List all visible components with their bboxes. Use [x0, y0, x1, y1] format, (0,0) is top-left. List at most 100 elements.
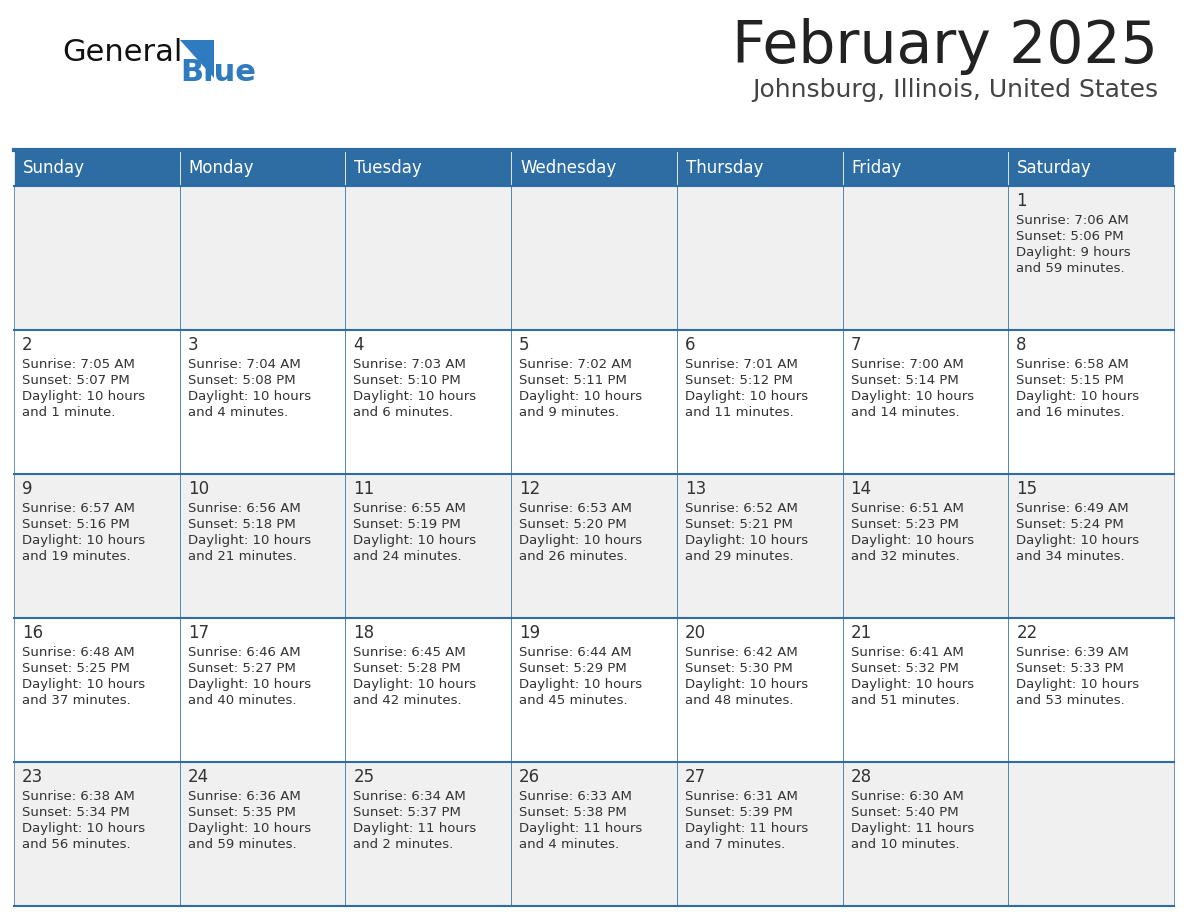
Text: Sunrise: 6:56 AM: Sunrise: 6:56 AM — [188, 502, 301, 515]
Text: Sunrise: 6:42 AM: Sunrise: 6:42 AM — [684, 646, 797, 659]
Bar — [842, 762, 1009, 906]
Text: Sunset: 5:21 PM: Sunset: 5:21 PM — [684, 518, 792, 531]
Bar — [677, 474, 842, 618]
Text: and 29 minutes.: and 29 minutes. — [684, 550, 794, 563]
Bar — [179, 762, 346, 906]
Text: Sunrise: 6:33 AM: Sunrise: 6:33 AM — [519, 790, 632, 803]
Bar — [346, 330, 511, 474]
Text: 3: 3 — [188, 336, 198, 354]
Text: Sunrise: 6:41 AM: Sunrise: 6:41 AM — [851, 646, 963, 659]
Text: Daylight: 11 hours: Daylight: 11 hours — [851, 822, 974, 835]
Text: 14: 14 — [851, 480, 872, 498]
Text: Sunrise: 6:45 AM: Sunrise: 6:45 AM — [353, 646, 466, 659]
Text: and 4 minutes.: and 4 minutes. — [519, 838, 619, 851]
Text: Sunrise: 6:58 AM: Sunrise: 6:58 AM — [1016, 358, 1129, 371]
Text: and 53 minutes.: and 53 minutes. — [1016, 694, 1125, 707]
Text: 11: 11 — [353, 480, 374, 498]
Text: Sunrise: 6:36 AM: Sunrise: 6:36 AM — [188, 790, 301, 803]
Text: and 26 minutes.: and 26 minutes. — [519, 550, 627, 563]
Text: Tuesday: Tuesday — [354, 159, 422, 177]
Text: and 56 minutes.: and 56 minutes. — [23, 838, 131, 851]
Bar — [677, 186, 842, 330]
Text: 24: 24 — [188, 768, 209, 786]
Text: Daylight: 10 hours: Daylight: 10 hours — [851, 678, 974, 691]
Bar — [14, 762, 179, 906]
Text: Daylight: 10 hours: Daylight: 10 hours — [23, 534, 145, 547]
Text: 27: 27 — [684, 768, 706, 786]
Text: Sunset: 5:32 PM: Sunset: 5:32 PM — [851, 662, 959, 675]
Text: Daylight: 10 hours: Daylight: 10 hours — [353, 534, 476, 547]
Text: 10: 10 — [188, 480, 209, 498]
Text: and 14 minutes.: and 14 minutes. — [851, 406, 959, 419]
Text: February 2025: February 2025 — [732, 18, 1158, 75]
Text: Sunrise: 6:38 AM: Sunrise: 6:38 AM — [23, 790, 134, 803]
Bar — [1009, 762, 1174, 906]
Text: Daylight: 11 hours: Daylight: 11 hours — [684, 822, 808, 835]
Text: Daylight: 10 hours: Daylight: 10 hours — [23, 390, 145, 403]
Bar — [179, 330, 346, 474]
Text: Sunrise: 6:46 AM: Sunrise: 6:46 AM — [188, 646, 301, 659]
Text: and 24 minutes.: and 24 minutes. — [353, 550, 462, 563]
Text: Sunset: 5:27 PM: Sunset: 5:27 PM — [188, 662, 296, 675]
Bar — [842, 150, 1009, 186]
Text: 6: 6 — [684, 336, 695, 354]
Text: and 42 minutes.: and 42 minutes. — [353, 694, 462, 707]
Text: 19: 19 — [519, 624, 541, 642]
Bar — [346, 762, 511, 906]
Text: Sunrise: 6:48 AM: Sunrise: 6:48 AM — [23, 646, 134, 659]
Text: and 9 minutes.: and 9 minutes. — [519, 406, 619, 419]
Text: and 34 minutes.: and 34 minutes. — [1016, 550, 1125, 563]
Text: Sunrise: 6:55 AM: Sunrise: 6:55 AM — [353, 502, 467, 515]
Bar — [346, 186, 511, 330]
Bar — [511, 762, 677, 906]
Bar — [511, 330, 677, 474]
Text: Daylight: 10 hours: Daylight: 10 hours — [188, 390, 311, 403]
Text: Friday: Friday — [852, 159, 902, 177]
Text: Sunrise: 6:30 AM: Sunrise: 6:30 AM — [851, 790, 963, 803]
Text: and 59 minutes.: and 59 minutes. — [1016, 262, 1125, 275]
Text: Sunset: 5:06 PM: Sunset: 5:06 PM — [1016, 230, 1124, 243]
Text: 7: 7 — [851, 336, 861, 354]
Text: 9: 9 — [23, 480, 32, 498]
Text: Thursday: Thursday — [685, 159, 763, 177]
Bar — [1009, 186, 1174, 330]
Text: Sunset: 5:18 PM: Sunset: 5:18 PM — [188, 518, 296, 531]
Text: 15: 15 — [1016, 480, 1037, 498]
Bar — [842, 186, 1009, 330]
Bar — [1009, 330, 1174, 474]
Text: Sunset: 5:28 PM: Sunset: 5:28 PM — [353, 662, 461, 675]
Bar — [346, 474, 511, 618]
Bar — [179, 150, 346, 186]
Text: Sunset: 5:07 PM: Sunset: 5:07 PM — [23, 374, 129, 387]
Polygon shape — [181, 40, 214, 78]
Text: 25: 25 — [353, 768, 374, 786]
Text: Sunset: 5:15 PM: Sunset: 5:15 PM — [1016, 374, 1124, 387]
Text: Sunrise: 6:39 AM: Sunrise: 6:39 AM — [1016, 646, 1129, 659]
Text: Daylight: 10 hours: Daylight: 10 hours — [353, 390, 476, 403]
Text: Daylight: 10 hours: Daylight: 10 hours — [519, 678, 643, 691]
Text: 13: 13 — [684, 480, 706, 498]
Bar — [179, 186, 346, 330]
Text: Sunrise: 7:04 AM: Sunrise: 7:04 AM — [188, 358, 301, 371]
Bar — [511, 618, 677, 762]
Text: Sunrise: 6:44 AM: Sunrise: 6:44 AM — [519, 646, 632, 659]
Text: 8: 8 — [1016, 336, 1026, 354]
Text: and 10 minutes.: and 10 minutes. — [851, 838, 959, 851]
Text: Daylight: 10 hours: Daylight: 10 hours — [684, 390, 808, 403]
Text: Daylight: 10 hours: Daylight: 10 hours — [851, 534, 974, 547]
Text: 18: 18 — [353, 624, 374, 642]
Text: Saturday: Saturday — [1017, 159, 1092, 177]
Bar — [14, 150, 179, 186]
Text: Sunday: Sunday — [23, 159, 86, 177]
Bar — [511, 474, 677, 618]
Text: Sunset: 5:20 PM: Sunset: 5:20 PM — [519, 518, 627, 531]
Text: Daylight: 11 hours: Daylight: 11 hours — [353, 822, 476, 835]
Text: Sunrise: 7:02 AM: Sunrise: 7:02 AM — [519, 358, 632, 371]
Text: Sunset: 5:14 PM: Sunset: 5:14 PM — [851, 374, 959, 387]
Text: and 11 minutes.: and 11 minutes. — [684, 406, 794, 419]
Text: and 45 minutes.: and 45 minutes. — [519, 694, 627, 707]
Text: Sunset: 5:16 PM: Sunset: 5:16 PM — [23, 518, 129, 531]
Bar — [14, 474, 179, 618]
Text: Daylight: 11 hours: Daylight: 11 hours — [519, 822, 643, 835]
Text: Sunset: 5:12 PM: Sunset: 5:12 PM — [684, 374, 792, 387]
